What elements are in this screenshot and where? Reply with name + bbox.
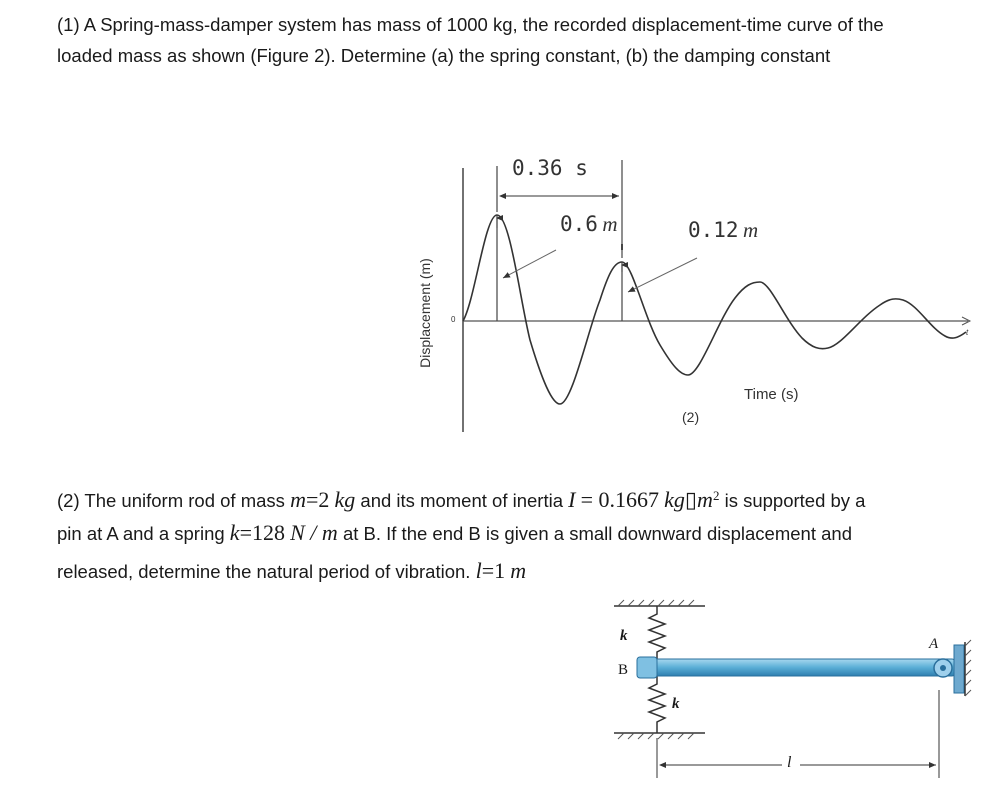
amp2-label: 0.12 m <box>688 218 759 242</box>
k-top-label: k <box>620 628 628 644</box>
x-axis-label: Time (s) <box>744 386 799 403</box>
problem1-line2: loaded mass as shown (Figure 2). Determi… <box>57 45 831 66</box>
problem1-line1: (1) A Spring-mass-damper system has mass… <box>57 14 884 35</box>
t-label: t <box>966 328 969 337</box>
period-label: 0.36 s <box>512 156 588 180</box>
uniform-rod <box>636 658 956 677</box>
pin-support <box>953 644 965 694</box>
problem2-line1: (2) The uniform rod of mass m=2 kg and i… <box>57 487 866 513</box>
lower-spring <box>646 676 668 733</box>
y-axis-label: Displacement (m) <box>417 258 433 368</box>
amp1-label: 0.6 m <box>560 212 618 236</box>
problem2-line2: pin at A and a spring k=128 N / m at B. … <box>57 520 852 545</box>
A-label: A <box>929 636 939 652</box>
response-curve <box>462 214 967 405</box>
problem2-line3: released, determine the natural period o… <box>57 558 527 583</box>
B-label: B <box>618 662 629 678</box>
upper-spring <box>646 606 668 660</box>
figure-caption: (2) <box>682 409 700 425</box>
l-label: l <box>787 754 792 771</box>
k-bottom-label: k <box>672 696 680 712</box>
origin-label: 0 <box>451 315 456 324</box>
